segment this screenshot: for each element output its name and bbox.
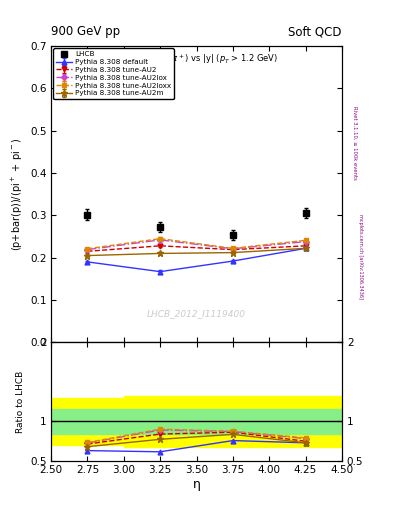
X-axis label: η: η [193,478,200,490]
Text: Rivet 3.1.10, ≥ 100k events: Rivet 3.1.10, ≥ 100k events [352,106,357,180]
Y-axis label: (p+bar(p))/(pi$^+$ + pi$^-$): (p+bar(p))/(pi$^+$ + pi$^-$) [10,137,25,251]
Text: LHCB_2012_I1119400: LHCB_2012_I1119400 [147,310,246,318]
Y-axis label: Ratio to LHCB: Ratio to LHCB [16,370,25,433]
Text: $(\bar{p}+p)/(\pi^-+\pi^+)$ vs |y| ($p_T$ > 1.2 GeV): $(\bar{p}+p)/(\pi^-+\pi^+)$ vs |y| ($p_T… [115,52,278,66]
Text: 900 GeV pp: 900 GeV pp [51,26,120,38]
Text: mcplots.cern.ch [arXiv:1306.3436]: mcplots.cern.ch [arXiv:1306.3436] [358,214,363,298]
Text: Soft QCD: Soft QCD [288,26,342,38]
Legend: LHCB, Pythia 8.308 default, Pythia 8.308 tune-AU2, Pythia 8.308 tune-AU2lox, Pyt: LHCB, Pythia 8.308 default, Pythia 8.308… [53,48,174,99]
